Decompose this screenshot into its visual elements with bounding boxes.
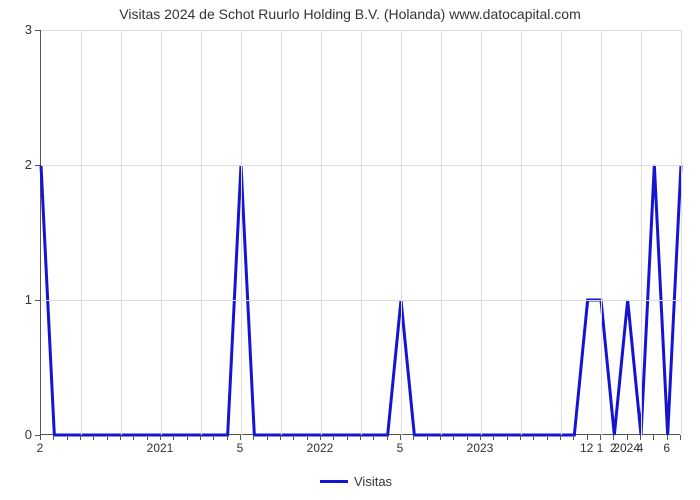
x-axis-tick xyxy=(347,435,348,440)
x-axis-tick xyxy=(400,435,401,440)
legend: Visitas xyxy=(320,474,392,489)
gridline-vertical xyxy=(401,30,402,435)
chart-container: Visitas 2024 de Schot Ruurlo Holding B.V… xyxy=(0,0,700,500)
x-axis-tick xyxy=(573,435,574,440)
x-axis-tick xyxy=(520,435,521,440)
x-axis-label: 5 xyxy=(397,441,404,455)
gridline-vertical xyxy=(601,30,602,435)
x-axis-label: 4 xyxy=(637,441,644,455)
x-axis-tick xyxy=(80,435,81,440)
y-axis-label: 1 xyxy=(12,292,32,307)
x-axis-tick xyxy=(213,435,214,440)
gridline-vertical xyxy=(81,30,82,435)
x-axis-tick xyxy=(440,435,441,440)
gridline-vertical xyxy=(561,30,562,435)
x-axis-tick xyxy=(613,435,614,440)
x-axis-label: 2 xyxy=(37,441,44,455)
y-axis-label: 0 xyxy=(12,427,32,442)
x-axis-tick xyxy=(67,435,68,440)
x-axis-tick xyxy=(133,435,134,440)
x-axis-label: 2023 xyxy=(467,441,494,455)
x-axis-tick xyxy=(173,435,174,440)
plot-area xyxy=(40,30,680,435)
x-axis-label: 2022 xyxy=(307,441,334,455)
gridline-vertical xyxy=(361,30,362,435)
gridline-vertical xyxy=(441,30,442,435)
gridline-vertical xyxy=(241,30,242,435)
x-axis-tick xyxy=(507,435,508,440)
x-axis-tick xyxy=(40,435,41,440)
x-axis-tick xyxy=(667,435,668,440)
x-axis-tick xyxy=(387,435,388,440)
gridline-vertical xyxy=(481,30,482,435)
x-axis-tick xyxy=(533,435,534,440)
legend-swatch xyxy=(320,480,348,483)
x-axis-tick xyxy=(493,435,494,440)
x-axis-tick xyxy=(333,435,334,440)
x-axis-label: 1 xyxy=(597,441,604,455)
x-axis-tick xyxy=(413,435,414,440)
gridline-vertical xyxy=(641,30,642,435)
x-axis-tick xyxy=(93,435,94,440)
gridline-vertical xyxy=(121,30,122,435)
x-axis-tick xyxy=(160,435,161,440)
x-axis-tick xyxy=(480,435,481,440)
y-axis-label: 3 xyxy=(12,22,32,37)
x-axis-tick xyxy=(467,435,468,440)
x-axis-tick xyxy=(293,435,294,440)
x-axis-tick xyxy=(560,435,561,440)
x-axis-tick xyxy=(227,435,228,440)
x-axis-tick xyxy=(240,435,241,440)
y-axis-tick xyxy=(35,30,40,31)
x-axis-tick xyxy=(680,435,681,440)
x-axis-tick xyxy=(107,435,108,440)
x-axis-tick xyxy=(547,435,548,440)
y-axis-label: 2 xyxy=(12,157,32,172)
gridline-vertical xyxy=(521,30,522,435)
x-axis-label: 12 xyxy=(580,441,593,455)
y-axis-tick xyxy=(35,300,40,301)
x-axis-tick xyxy=(627,435,628,440)
x-axis-tick xyxy=(200,435,201,440)
gridline-vertical xyxy=(681,30,682,435)
x-axis-tick xyxy=(267,435,268,440)
legend-label: Visitas xyxy=(354,474,392,489)
y-axis-tick xyxy=(35,165,40,166)
x-axis-tick xyxy=(600,435,601,440)
x-axis-tick xyxy=(280,435,281,440)
x-axis-tick xyxy=(147,435,148,440)
x-axis-tick xyxy=(587,435,588,440)
x-axis-tick xyxy=(640,435,641,440)
chart-title: Visitas 2024 de Schot Ruurlo Holding B.V… xyxy=(0,6,700,22)
x-axis-tick xyxy=(253,435,254,440)
x-axis-tick xyxy=(307,435,308,440)
x-axis-tick xyxy=(360,435,361,440)
x-axis-tick xyxy=(373,435,374,440)
x-axis-tick xyxy=(453,435,454,440)
gridline-vertical xyxy=(161,30,162,435)
x-axis-tick xyxy=(120,435,121,440)
x-axis-label: 2021 xyxy=(147,441,174,455)
x-axis-tick xyxy=(320,435,321,440)
gridline-vertical xyxy=(321,30,322,435)
gridline-vertical xyxy=(281,30,282,435)
x-axis-tick xyxy=(53,435,54,440)
x-axis-label: 5 xyxy=(237,441,244,455)
x-axis-tick xyxy=(187,435,188,440)
x-axis-tick xyxy=(427,435,428,440)
x-axis-tick xyxy=(653,435,654,440)
gridline-vertical xyxy=(201,30,202,435)
x-axis-label: 6 xyxy=(663,441,670,455)
